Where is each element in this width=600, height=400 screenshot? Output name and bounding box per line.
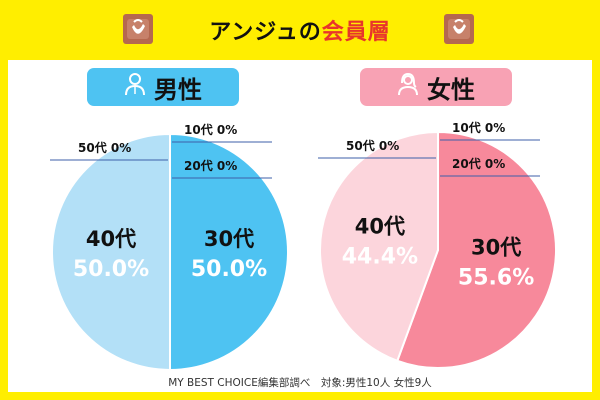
female-label-10代: 10代 0% — [452, 120, 505, 135]
page-title: アンジュの 会員層 — [209, 14, 391, 46]
source-note: MY BEST CHOICE編集部調べ 対象:男性10人 女性9人 — [168, 377, 432, 389]
male-slice-40代 — [51, 132, 171, 372]
header-bar: アンジュの 会員層 — [0, 0, 600, 60]
female-category-30代: 30代 — [471, 235, 521, 259]
female-label-20代: 20代 0% — [452, 156, 505, 171]
female-slice-30代 — [396, 130, 557, 369]
male-value-30代: 50.0% — [191, 257, 267, 282]
male-category-30代: 30代 — [204, 227, 254, 251]
male-label-10代: 10代 0% — [184, 122, 237, 137]
female-category-40代: 40代 — [355, 215, 405, 239]
male-label-50代: 50代 0% — [78, 140, 131, 155]
female-label-50代: 50代 0% — [346, 138, 399, 153]
female-value-30代: 55.6% — [458, 265, 534, 290]
female-label: 女性 — [427, 75, 475, 104]
male-category-40代: 40代 — [86, 227, 136, 251]
female-badge: 女性 — [360, 68, 512, 106]
female-value-40代: 44.4% — [342, 245, 418, 270]
male-badge: 男性 — [87, 68, 239, 106]
male-value-40代: 50.0% — [73, 257, 149, 282]
male-slice-30代 — [169, 132, 289, 372]
male-label-20代: 20代 0% — [184, 158, 237, 173]
title-accent: 会員層 — [321, 20, 391, 45]
title-prefix: アンジュの — [209, 20, 322, 45]
bag-logo-icon — [123, 14, 153, 44]
male-person-icon — [124, 72, 146, 102]
bag-logo-icon — [444, 14, 474, 44]
female-slice-40代 — [319, 130, 439, 363]
female-person-icon — [397, 72, 419, 102]
male-label: 男性 — [154, 75, 202, 104]
